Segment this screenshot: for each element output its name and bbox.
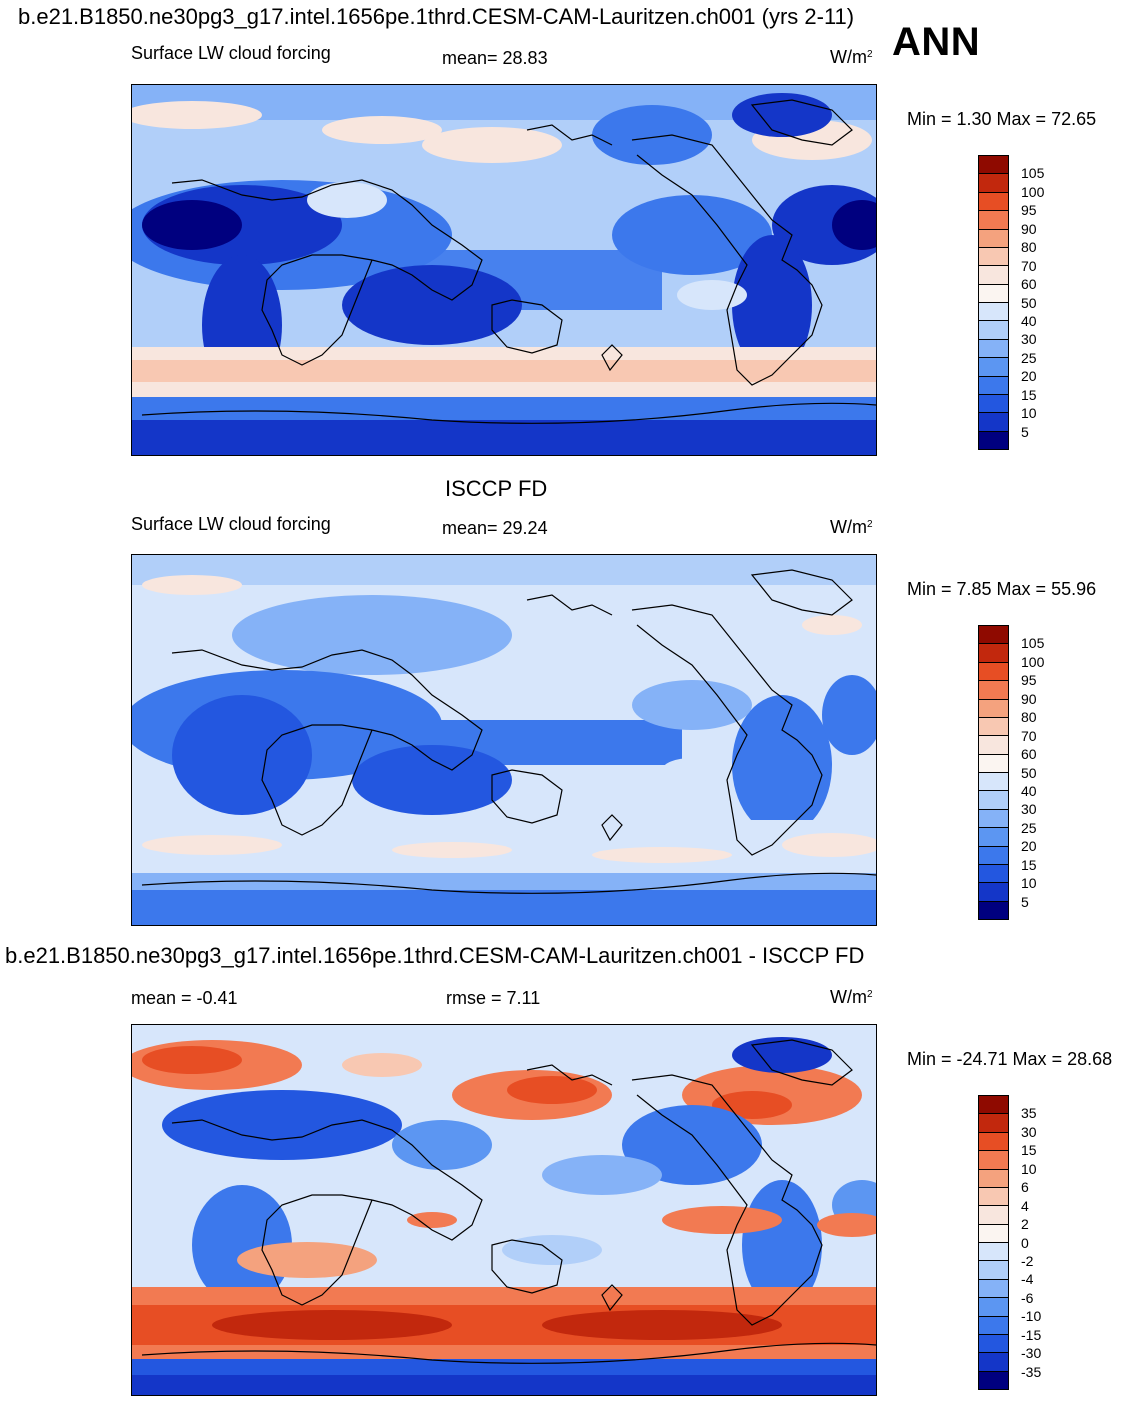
panel2-colorbar-tick-label: 105 — [1021, 635, 1045, 652]
panel3-units-label: W/m2 — [830, 987, 873, 1007]
panel2-colorbar-tick-label: 95 — [1021, 672, 1037, 689]
panel1-colorbar-tick-label: 90 — [1021, 220, 1037, 237]
panel3-colorbar-tick-label: 4 — [1021, 1197, 1029, 1214]
panel3-colorbar-tick-label: 2 — [1021, 1216, 1029, 1233]
panel3-colorbar-tick-label: -4 — [1021, 1271, 1034, 1288]
panel3-mean-label: mean = -0.41 — [131, 988, 238, 1008]
panel3-colorbar-tick-label: -10 — [1021, 1308, 1042, 1325]
panel1-colorbar-tick-label: 20 — [1021, 368, 1037, 385]
panel3-colorbar-tick-label: 0 — [1021, 1234, 1029, 1251]
panel3-colorbar-tick-label: 30 — [1021, 1123, 1037, 1140]
panel1-coastlines — [141, 99, 876, 424]
panel3-colorbar — [978, 1095, 1009, 1390]
panel3-minmax-label: Min = -24.71 Max = 28.68 — [907, 1049, 1113, 1069]
panel1-units-label: W/m2 — [830, 47, 873, 67]
panel2-field-plot — [132, 555, 876, 925]
panel2-colorbar-tick-label: 5 — [1021, 893, 1029, 910]
panel1-colorbar — [978, 155, 1009, 450]
panel2-colorbar-tick-label: 50 — [1021, 764, 1037, 781]
panel2-colorbar-tick-label: 40 — [1021, 782, 1037, 799]
panel2-colorbar — [978, 625, 1009, 920]
panel3-rmse-label: rmse = 7.11 — [446, 988, 541, 1008]
panel2-units-label: W/m2 — [830, 517, 873, 537]
panel2-case-title: ISCCP FD — [445, 476, 548, 501]
panel2-colorbar-tick-label: 70 — [1021, 727, 1037, 744]
panel2-colorbar-tick-label: 80 — [1021, 709, 1037, 726]
panel2-minmax-label: Min = 7.85 Max = 55.96 — [907, 579, 1097, 599]
panel2-colorbar-tick-label: 90 — [1021, 690, 1037, 707]
panel3-coastlines — [141, 1039, 876, 1364]
panel2-variable-label: Surface LW cloud forcing — [131, 514, 331, 534]
panel3-colorbar-tick-label: -35 — [1021, 1363, 1042, 1380]
panel3-colorbar-tick-label: 15 — [1021, 1142, 1037, 1159]
panel2-colorbar-tick-label: 60 — [1021, 746, 1037, 763]
panel1-colorbar-tick-label: 10 — [1021, 405, 1037, 422]
panel3-map — [131, 1024, 877, 1396]
panel2-colorbar-tick-label: 30 — [1021, 801, 1037, 818]
panel1-mean-label: mean= 28.83 — [442, 48, 548, 68]
panel2-colorbar-tick-label: 20 — [1021, 838, 1037, 855]
panel2-map — [131, 554, 877, 926]
panel3-colorbar-tick-label: -6 — [1021, 1289, 1034, 1306]
panel3-colorbar-tick-label: 35 — [1021, 1105, 1037, 1122]
panel1-colorbar-tick-label: 5 — [1021, 423, 1029, 440]
panel1-colorbar-tick-label: 60 — [1021, 276, 1037, 293]
panel1-colorbar-tick-label: 95 — [1021, 202, 1037, 219]
panel3-colorbar-tick-label: -30 — [1021, 1345, 1042, 1362]
panel2-mean-label: mean= 29.24 — [442, 518, 548, 538]
panel1-colorbar-tick-label: 70 — [1021, 257, 1037, 274]
panel1-colorbar-tick-label: 15 — [1021, 386, 1037, 403]
panel1-case-title: b.e21.B1850.ne30pg3_g17.intel.1656pe.1th… — [18, 4, 855, 29]
panel3-colorbar-tick-label: 10 — [1021, 1160, 1037, 1177]
panel1-colorbar-tick-label: 100 — [1021, 183, 1045, 200]
panel1-colorbar-tick-label: 40 — [1021, 312, 1037, 329]
panel2-colorbar-tick-label: 100 — [1021, 653, 1045, 670]
panel2-coastlines — [141, 569, 876, 894]
panel3-case-title: b.e21.B1850.ne30pg3_g17.intel.1656pe.1th… — [5, 943, 865, 968]
panel3-colorbar-tick-label: 6 — [1021, 1179, 1029, 1196]
panel2-colorbar-tick-label: 25 — [1021, 819, 1037, 836]
panel3-diff-plot — [132, 1025, 876, 1395]
panel1-colorbar-tick-label: 25 — [1021, 349, 1037, 366]
panel1-field-plot — [132, 85, 876, 455]
panel2-colorbar-tick-label: 15 — [1021, 856, 1037, 873]
panel1-colorbar-tick-label: 50 — [1021, 294, 1037, 311]
season-label: ANN — [892, 20, 981, 64]
panel1-colorbar-tick-label: 80 — [1021, 239, 1037, 256]
panel1-minmax-label: Min = 1.30 Max = 72.65 — [907, 109, 1097, 129]
panel2-colorbar-tick-label: 10 — [1021, 875, 1037, 892]
panel1-map — [131, 84, 877, 456]
panel3-colorbar-tick-label: -2 — [1021, 1252, 1034, 1269]
panel3-colorbar-tick-label: -15 — [1021, 1326, 1042, 1343]
panel1-colorbar-tick-label: 30 — [1021, 331, 1037, 348]
panel1-variable-label: Surface LW cloud forcing — [131, 43, 331, 63]
panel1-colorbar-tick-label: 105 — [1021, 165, 1045, 182]
